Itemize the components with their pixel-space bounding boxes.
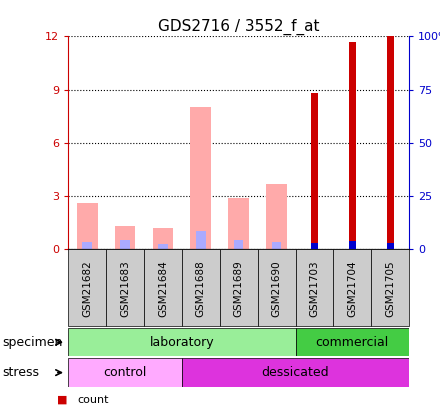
Text: ■: ■	[57, 395, 68, 405]
FancyBboxPatch shape	[371, 249, 409, 326]
Text: GSM21690: GSM21690	[271, 261, 282, 317]
Bar	[272, 242, 281, 249]
Text: count: count	[77, 395, 109, 405]
Bar	[311, 243, 318, 249]
FancyBboxPatch shape	[334, 249, 371, 326]
Text: specimen: specimen	[2, 336, 62, 349]
Text: control: control	[103, 366, 147, 379]
Text: dessicated: dessicated	[262, 366, 330, 379]
Bar	[349, 42, 356, 249]
Text: GSM21684: GSM21684	[158, 261, 168, 318]
FancyBboxPatch shape	[144, 249, 182, 326]
FancyBboxPatch shape	[220, 249, 258, 326]
Text: GSM21688: GSM21688	[196, 261, 206, 318]
Text: laboratory: laboratory	[150, 336, 214, 349]
Bar	[228, 198, 249, 249]
Bar	[82, 242, 92, 249]
Text: GSM21683: GSM21683	[120, 261, 130, 318]
FancyBboxPatch shape	[182, 249, 220, 326]
Bar	[196, 231, 205, 249]
Bar	[266, 183, 287, 249]
FancyBboxPatch shape	[68, 249, 106, 326]
FancyBboxPatch shape	[296, 328, 409, 356]
Bar	[153, 228, 173, 249]
Text: GSM21704: GSM21704	[347, 261, 357, 317]
Bar	[120, 240, 130, 249]
Title: GDS2716 / 3552_f_at: GDS2716 / 3552_f_at	[158, 19, 319, 35]
Bar	[114, 226, 136, 249]
FancyBboxPatch shape	[106, 249, 144, 326]
FancyBboxPatch shape	[68, 358, 182, 387]
Text: GSM21689: GSM21689	[234, 261, 244, 318]
Text: stress: stress	[2, 366, 39, 379]
Text: GSM21682: GSM21682	[82, 261, 92, 318]
Bar	[387, 36, 394, 249]
Text: commercial: commercial	[316, 336, 389, 349]
Bar	[158, 244, 168, 249]
FancyBboxPatch shape	[258, 249, 296, 326]
Bar	[77, 203, 98, 249]
FancyBboxPatch shape	[182, 358, 409, 387]
Text: GSM21705: GSM21705	[385, 261, 395, 317]
FancyBboxPatch shape	[68, 328, 296, 356]
Bar	[349, 241, 356, 249]
Text: GSM21703: GSM21703	[309, 261, 319, 317]
Bar	[387, 243, 394, 249]
Bar	[311, 93, 318, 249]
FancyBboxPatch shape	[296, 249, 334, 326]
Bar	[234, 240, 243, 249]
Bar	[191, 107, 211, 249]
